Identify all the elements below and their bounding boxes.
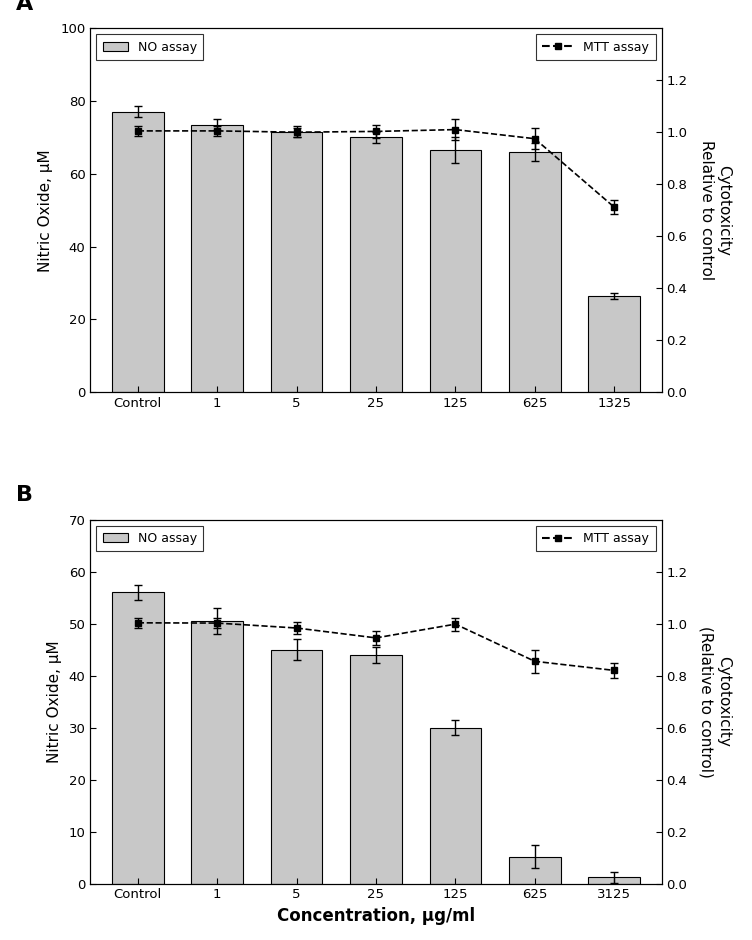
Y-axis label: Nitric Oxide, μM: Nitric Oxide, μM — [47, 640, 62, 763]
Bar — [271, 650, 323, 884]
Bar — [112, 592, 164, 884]
Bar — [192, 125, 243, 392]
Y-axis label: Cytotoxicity
Relative to control: Cytotoxicity Relative to control — [699, 140, 731, 280]
Bar — [350, 655, 402, 884]
Y-axis label: Nitric Oxide, μM: Nitric Oxide, μM — [38, 149, 53, 272]
Text: B: B — [16, 485, 33, 505]
Bar — [509, 152, 560, 392]
Bar — [350, 137, 402, 392]
Bar — [112, 112, 164, 392]
Bar — [192, 621, 243, 884]
X-axis label: Concentration, μg/ml: Concentration, μg/ml — [277, 907, 475, 925]
Bar — [509, 856, 560, 884]
Bar — [588, 296, 640, 392]
Bar — [271, 132, 323, 392]
Text: A: A — [16, 0, 33, 14]
Bar — [429, 150, 481, 392]
Legend: MTT assay: MTT assay — [536, 525, 656, 552]
Bar — [588, 877, 640, 884]
Legend: MTT assay: MTT assay — [536, 35, 656, 60]
Legend: NO assay: NO assay — [96, 525, 203, 552]
Legend: NO assay: NO assay — [96, 35, 203, 60]
Bar — [429, 728, 481, 884]
Y-axis label: Cytotoxicity
(Relative to control): Cytotoxicity (Relative to control) — [699, 626, 731, 777]
